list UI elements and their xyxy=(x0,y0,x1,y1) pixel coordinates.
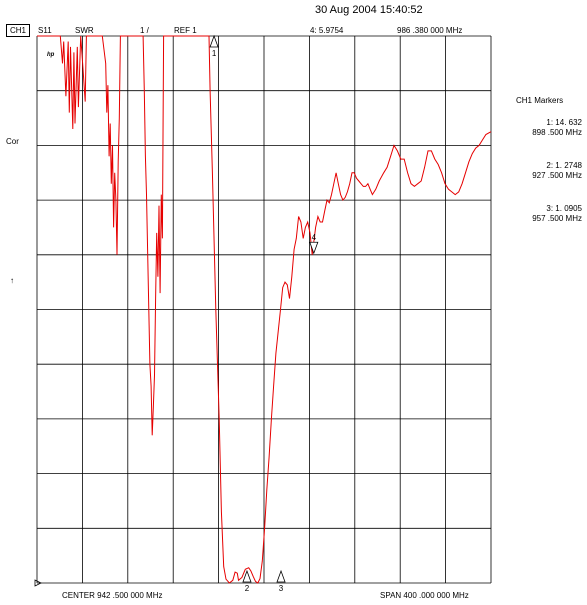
marker-1-label: 1 xyxy=(212,49,217,58)
marker-2-frequency: 927 .500 MHz xyxy=(532,171,582,180)
hp-logo: hp xyxy=(47,52,55,58)
format-label: SWR xyxy=(75,26,94,35)
marker-3-value: 3: 1. 0905 xyxy=(546,204,582,213)
reference-position-arrow: ↑ xyxy=(10,276,14,285)
correction-indicator: Cor xyxy=(6,137,19,146)
marker-2-label: 2 xyxy=(245,584,250,593)
marker-4-label: 4 xyxy=(312,233,317,242)
marker-4-triangle xyxy=(309,241,319,255)
marker-1-value: 1: 14. 632 xyxy=(546,118,582,127)
reference-label: REF 1 xyxy=(174,26,197,35)
marker-2-triangle xyxy=(242,569,252,583)
marker-2-value: 2: 1. 2748 xyxy=(546,161,582,170)
active-marker-frequency: 986 .380 000 MHz xyxy=(397,26,463,35)
channel-label: CH1 xyxy=(6,24,31,37)
swr-trace xyxy=(37,35,492,584)
marker-3-frequency: 957 .500 MHz xyxy=(532,214,582,223)
plot-grid xyxy=(36,35,492,584)
marker-3-label: 3 xyxy=(279,584,284,593)
reference-line-marker xyxy=(34,579,42,587)
marker-1-triangle xyxy=(209,34,219,48)
marker-3-triangle xyxy=(276,569,286,583)
trace-layer xyxy=(37,35,492,584)
span-frequency: SPAN 400 .000 000 MHz xyxy=(380,591,469,600)
marker-1-frequency: 898 .500 MHz xyxy=(532,128,582,137)
center-frequency: CENTER 942 .500 000 MHz xyxy=(62,591,163,600)
parameter-label: S11 xyxy=(38,26,52,35)
marker-layer: 1 2 3 4 xyxy=(209,34,319,593)
active-marker-value: 4: 5.9754 xyxy=(310,26,344,35)
marker-table-title: CH1 Markers xyxy=(516,96,564,105)
datetime: 30 Aug 2004 15:40:52 xyxy=(315,4,423,16)
scale-label: 1 / xyxy=(140,26,149,35)
